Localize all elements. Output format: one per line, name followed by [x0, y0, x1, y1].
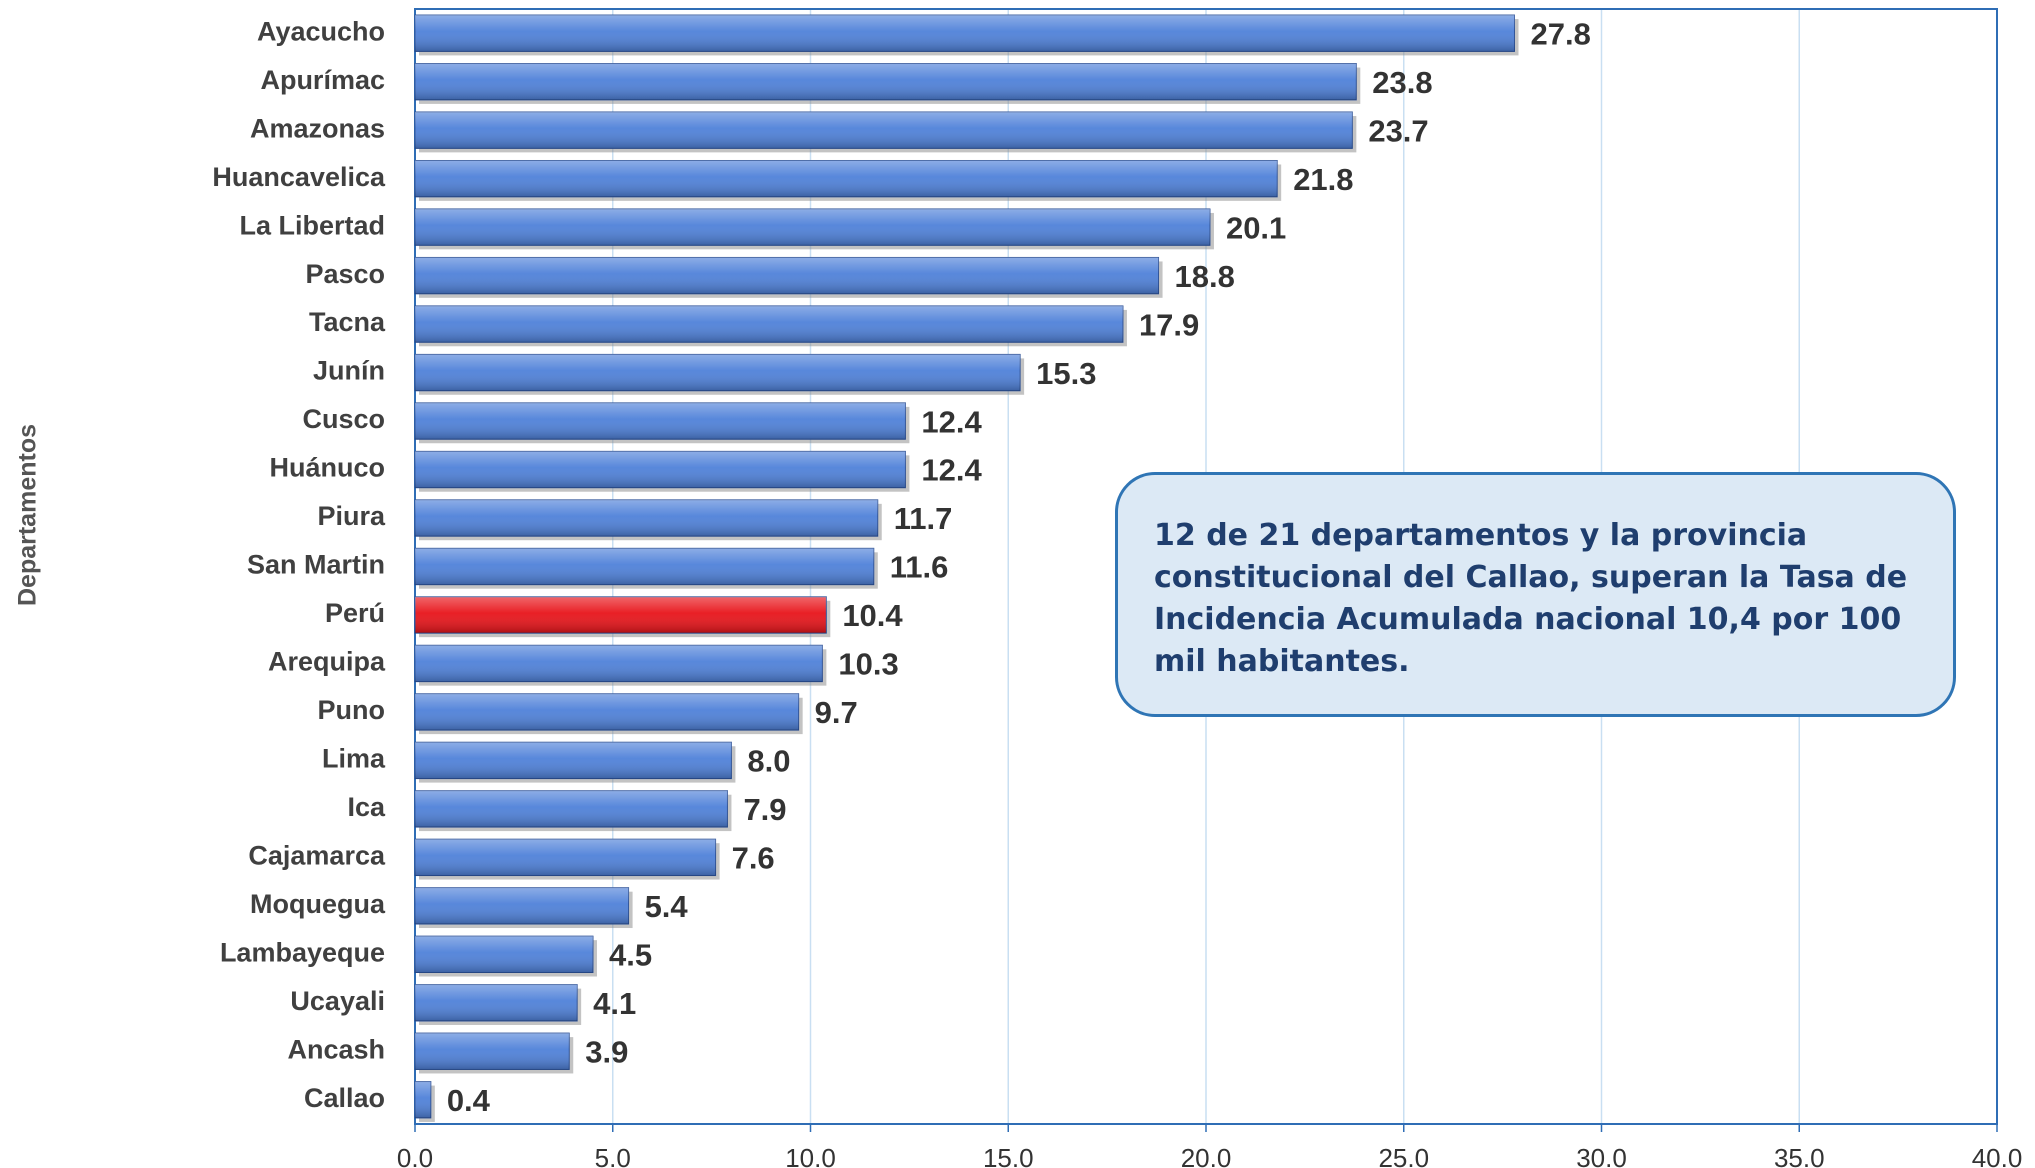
bar-shine: [415, 499, 878, 537]
value-label: 3.9: [585, 1034, 628, 1069]
bar-shine: [415, 257, 1159, 294]
category-label: Ancash: [287, 1034, 385, 1064]
x-tick-label: 35.0: [1774, 1143, 1825, 1168]
bar-shine: [415, 402, 906, 440]
x-tick-label: 30.0: [1576, 1143, 1627, 1168]
value-label: 9.7: [815, 695, 858, 730]
annotation-box: 12 de 21 departamentos y la provincia co…: [1115, 472, 1956, 717]
category-label: Lambayeque: [220, 937, 385, 967]
category-label: Tacna: [309, 307, 386, 337]
category-label: Cajamarca: [248, 840, 386, 870]
bar-shine: [415, 693, 799, 731]
value-label: 8.0: [747, 744, 790, 779]
x-tick-label: 10.0: [785, 1143, 836, 1168]
category-label: Amazonas: [250, 113, 385, 143]
x-tick-label: 5.0: [595, 1143, 631, 1168]
value-label: 0.4: [447, 1083, 491, 1118]
value-label: 12.4: [921, 404, 982, 439]
value-label: 11.7: [894, 501, 953, 536]
category-label: Pasco: [305, 259, 385, 289]
category-label: Callao: [304, 1083, 385, 1113]
value-label: 11.6: [890, 550, 949, 585]
value-label: 10.4: [842, 598, 903, 633]
category-label: Ayacucho: [257, 16, 385, 46]
category-label: San Martin: [247, 550, 385, 580]
bar-shine: [415, 208, 1210, 246]
category-label: Ica: [347, 792, 386, 822]
bar-shine: [415, 15, 1515, 52]
x-tick-label: 0.0: [397, 1143, 433, 1168]
bar-shine: [415, 984, 578, 1021]
bar-shine: [415, 160, 1278, 197]
category-label: La Libertad: [239, 210, 385, 240]
x-tick-label: 25.0: [1378, 1143, 1429, 1168]
category-label: Arequipa: [268, 647, 386, 677]
value-label: 10.3: [838, 647, 898, 682]
category-label: Cusco: [302, 404, 385, 434]
value-label: 27.8: [1530, 16, 1590, 51]
value-label: 7.9: [743, 792, 786, 827]
value-label: 23.8: [1372, 65, 1432, 100]
value-label: 7.6: [732, 841, 775, 876]
bar-shine: [415, 1081, 431, 1118]
value-label: 18.8: [1175, 259, 1235, 294]
y-axis-title: Departamentos: [14, 424, 42, 606]
value-label: 17.9: [1139, 307, 1199, 342]
category-label: Huánuco: [269, 453, 385, 483]
bar-shine: [415, 596, 827, 634]
bar-shine: [415, 548, 874, 585]
value-label: 21.8: [1293, 162, 1353, 197]
bar-shine: [415, 305, 1123, 343]
category-label: Moquegua: [250, 889, 386, 919]
value-label: 4.1: [593, 986, 636, 1021]
category-label: Ucayali: [290, 986, 385, 1016]
category-label: Perú: [325, 598, 385, 628]
value-label: 5.4: [645, 889, 689, 924]
value-label: 23.7: [1368, 113, 1428, 148]
category-label: Puno: [318, 695, 386, 725]
category-label: Piura: [317, 501, 386, 531]
value-label: 15.3: [1036, 356, 1096, 391]
bar-shine: [415, 1033, 570, 1070]
category-label: Lima: [322, 744, 386, 774]
bar-shine: [415, 63, 1357, 100]
bar-shine: [415, 354, 1021, 391]
value-label: 20.1: [1226, 210, 1286, 245]
bar-shine: [415, 790, 728, 828]
bar-shine: [415, 112, 1353, 149]
value-label: 12.4: [921, 453, 982, 488]
bar-shine: [415, 451, 906, 488]
value-label: 4.5: [609, 938, 652, 973]
bar-shine: [415, 839, 716, 876]
category-label: Huancavelica: [212, 162, 386, 192]
bar-shine: [415, 742, 732, 779]
x-tick-label: 15.0: [983, 1143, 1034, 1168]
bar-shine: [415, 645, 823, 682]
category-label: Apurímac: [260, 65, 385, 95]
bar-shine: [415, 887, 629, 925]
x-tick-label: 20.0: [1181, 1143, 1232, 1168]
x-tick-label: 40.0: [1972, 1143, 2023, 1168]
category-label: Junín: [313, 356, 385, 386]
bar-shine: [415, 936, 593, 973]
